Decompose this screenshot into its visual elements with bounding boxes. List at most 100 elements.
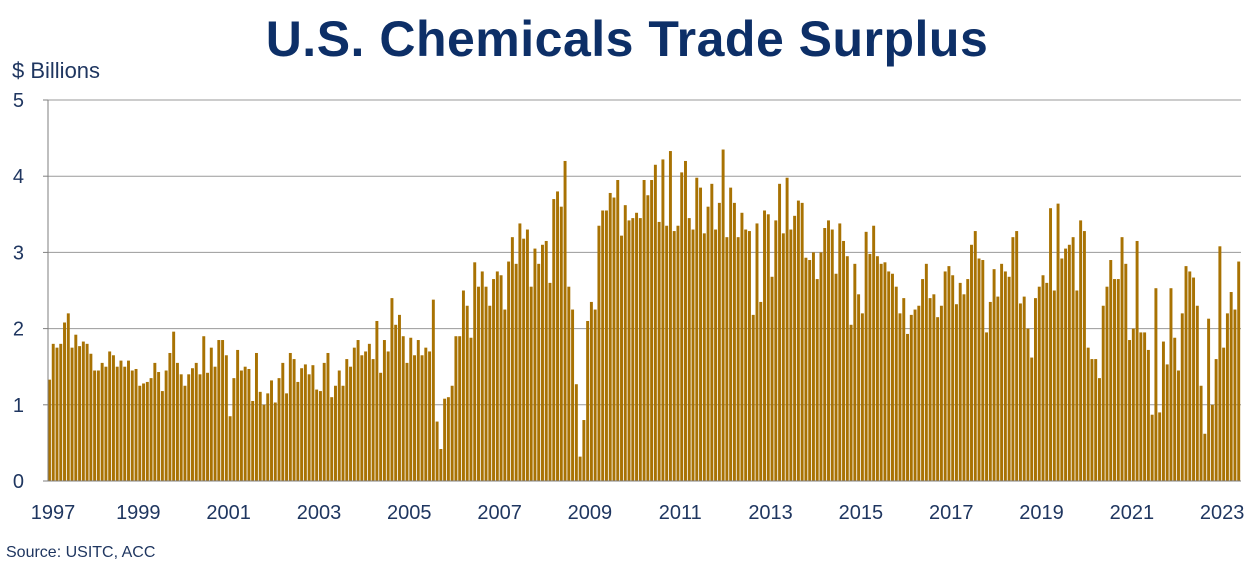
bar — [578, 456, 582, 481]
bar — [458, 336, 462, 481]
bar — [85, 343, 89, 481]
bar — [356, 340, 360, 481]
bar — [183, 385, 187, 481]
bar — [243, 366, 247, 481]
bar — [1139, 332, 1143, 481]
bar — [939, 305, 943, 481]
bar — [477, 286, 480, 481]
bar — [838, 223, 842, 481]
bar — [311, 365, 315, 481]
bar — [398, 314, 401, 481]
bar — [657, 221, 661, 482]
bar — [1109, 260, 1113, 481]
bar — [51, 343, 55, 481]
bar — [1199, 385, 1203, 481]
x-tick-label: 1997 — [31, 502, 76, 524]
bar — [443, 398, 447, 481]
bar — [1120, 237, 1124, 481]
bar — [601, 210, 605, 482]
bar — [484, 286, 488, 481]
bar — [236, 349, 240, 481]
bar — [668, 151, 672, 482]
bar-series — [48, 149, 1241, 482]
bar — [548, 282, 552, 481]
bar — [646, 195, 650, 481]
x-tick-label: 2013 — [748, 502, 793, 524]
bar — [785, 177, 789, 481]
y-tick-label: 2 — [13, 319, 24, 341]
bar — [574, 384, 578, 481]
bar — [973, 231, 977, 481]
bar — [450, 385, 454, 481]
bar — [145, 381, 149, 481]
bar — [789, 229, 793, 481]
bar — [868, 253, 872, 481]
bar — [405, 362, 409, 481]
bar — [921, 279, 925, 481]
y-tick-label: 4 — [13, 166, 24, 188]
bar — [710, 183, 714, 481]
bar — [849, 324, 853, 481]
bar — [800, 202, 804, 481]
bar — [823, 228, 827, 481]
bar — [194, 362, 198, 481]
bar — [608, 192, 612, 481]
bar — [360, 355, 364, 481]
bar — [239, 370, 243, 481]
bar — [653, 164, 657, 481]
bar — [661, 159, 665, 481]
bar — [857, 294, 861, 481]
bar — [273, 402, 277, 481]
bar — [988, 301, 992, 481]
bar — [680, 172, 684, 481]
bar — [909, 314, 913, 481]
bar — [1064, 248, 1068, 481]
bar — [1075, 290, 1079, 481]
bar — [981, 260, 985, 481]
bar — [725, 237, 729, 481]
bar — [1177, 370, 1180, 481]
bar — [420, 355, 424, 481]
bar — [770, 276, 774, 481]
bar — [1034, 298, 1037, 481]
bar — [315, 389, 319, 481]
bar — [1105, 286, 1109, 481]
bar — [514, 263, 518, 481]
bar — [465, 305, 469, 481]
bar — [522, 238, 526, 481]
bar — [1124, 263, 1128, 481]
bar — [906, 333, 909, 481]
bar — [913, 309, 917, 481]
bar — [872, 225, 876, 481]
bar — [894, 286, 898, 481]
bar — [1188, 271, 1192, 481]
bar — [729, 187, 733, 481]
bar — [446, 397, 450, 481]
bar — [413, 355, 416, 481]
bar — [322, 362, 326, 481]
bar — [1165, 364, 1169, 481]
y-axis-unit-label: $ Billions — [12, 58, 101, 83]
bar — [962, 294, 966, 481]
bar — [224, 355, 228, 481]
bar — [1011, 237, 1015, 481]
y-tick-label: 5 — [13, 90, 24, 112]
bar — [1169, 288, 1173, 481]
x-tick-label: 2023 — [1200, 502, 1245, 524]
y-tick-labels: 0 1 2 3 4 5 — [13, 90, 24, 493]
bar — [74, 334, 78, 481]
bar — [985, 332, 989, 481]
bar — [1131, 328, 1135, 481]
bar — [352, 347, 356, 481]
bar — [853, 263, 857, 481]
bar — [635, 212, 639, 481]
bar — [461, 290, 465, 481]
bar — [928, 298, 932, 481]
bar — [954, 304, 958, 481]
bar — [631, 218, 635, 482]
bar — [830, 229, 834, 481]
bar — [744, 229, 748, 481]
bar — [1022, 296, 1026, 481]
bar — [1128, 340, 1132, 481]
